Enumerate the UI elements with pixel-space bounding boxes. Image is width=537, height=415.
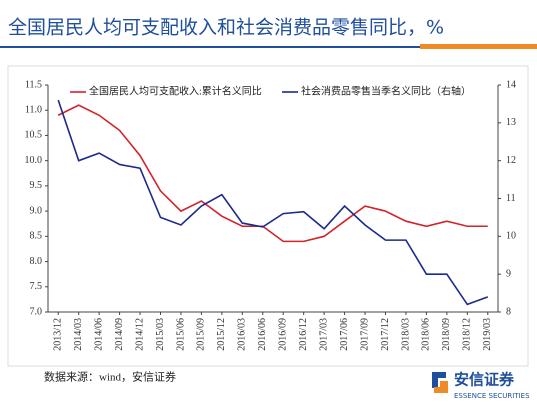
x-tick-label: 2018/06 — [421, 318, 432, 351]
line-series — [57, 104, 488, 243]
x-tick-label: 2017/12 — [380, 318, 391, 351]
y2-tick-label: 8 — [506, 306, 511, 317]
x-tick-label: 2016/06 — [257, 318, 268, 351]
y-tick-label: 10.5 — [25, 130, 43, 141]
y-tick-label: 11.5 — [25, 79, 42, 90]
y-tick-label: 7.0 — [30, 306, 43, 317]
y-tick-label: 9.0 — [30, 205, 43, 216]
x-tick-label: 2014/09 — [114, 318, 125, 351]
x-tick-label: 2016/09 — [278, 318, 289, 351]
x-tick-label: 2017/09 — [359, 318, 370, 351]
logo-name: 安信证券 — [454, 371, 515, 389]
legend-label: 社会消费品零售当季名义同比（右轴） — [301, 84, 471, 97]
x-tick-label: 2018/09 — [441, 318, 452, 351]
y-tick-label: 11.0 — [25, 105, 42, 116]
logo-mark — [434, 381, 448, 393]
logo-english: ESSENCE SECURITIES — [454, 392, 530, 400]
x-tick-label: 2017/03 — [318, 318, 329, 351]
x-tick-label: 2014/06 — [93, 318, 104, 351]
source: 数据来源：wind，安信证券 — [44, 370, 176, 384]
chart-title: 全国居民人均可支配收入和社会消费品零售同比，% — [8, 17, 444, 39]
x-tick-label: 2017/06 — [339, 318, 350, 351]
x-tick-label: 2014/03 — [73, 318, 84, 351]
chart-frame — [7, 65, 529, 367]
x-tick-label: 2015/09 — [196, 318, 207, 351]
y2-tick-label: 9 — [506, 268, 511, 279]
y-tick-label: 9.5 — [30, 180, 43, 191]
x-tick-label: 2019/03 — [482, 318, 493, 351]
y-tick-label: 8.5 — [30, 231, 43, 242]
y2-tick-label: 11 — [506, 193, 516, 204]
line-series — [57, 99, 489, 306]
y-tick-label: 8.0 — [30, 256, 43, 267]
y-tick-label: 10.0 — [25, 155, 43, 166]
y2-tick-label: 14 — [506, 79, 516, 90]
x-tick-label: 2018/03 — [400, 318, 411, 351]
logo: 安信证券 ESSENCE SECURITIES — [432, 371, 530, 400]
y2-tick-label: 13 — [506, 117, 516, 128]
x-tick-label: 2016/03 — [237, 318, 248, 351]
x-tick-label: 2015/06 — [175, 318, 186, 351]
x-tick-label: 2018/12 — [462, 318, 473, 351]
x-tick-label: 2015/03 — [155, 318, 166, 351]
y2-tick-label: 10 — [506, 231, 516, 242]
x-tick-label: 2014/12 — [134, 318, 145, 351]
legend-label: 全国居民人均可支配收入:累计名义同比 — [89, 84, 262, 97]
title-accent — [420, 44, 537, 49]
y2-tick-label: 12 — [506, 155, 516, 166]
title-rule — [0, 46, 420, 48]
y-tick-label: 7.5 — [30, 281, 43, 292]
x-tick-label: 2013/12 — [53, 318, 64, 351]
logo-mark — [432, 372, 446, 388]
x-tick-label: 2015/12 — [216, 318, 227, 351]
x-tick-label: 2016/12 — [298, 318, 309, 351]
